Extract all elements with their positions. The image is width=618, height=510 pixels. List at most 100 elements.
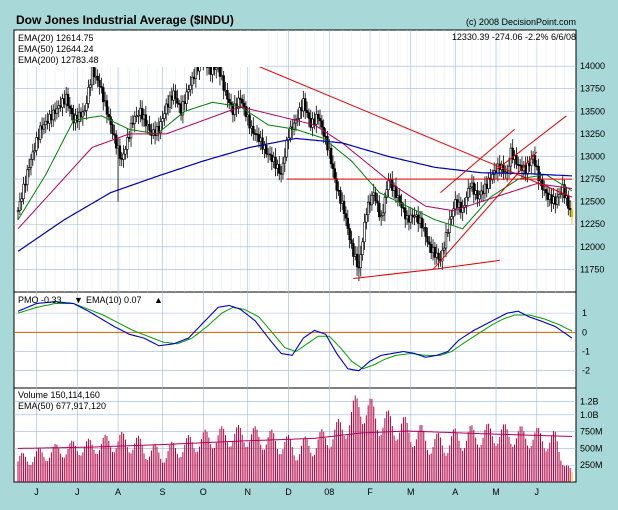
price-bar-body	[372, 192, 375, 196]
price-bar-body	[192, 76, 196, 80]
price-bar-body	[181, 101, 185, 116]
price-bar-body	[161, 118, 164, 122]
legend-ema50: EMA(50) 12644.24	[18, 44, 94, 54]
price-bar-body	[244, 106, 248, 118]
price-bar-body	[366, 201, 370, 215]
price-bar-body	[307, 112, 311, 119]
price-bar-body	[146, 124, 149, 127]
pmo-tick-label: 1	[582, 308, 587, 318]
volume-ema-line	[18, 430, 573, 449]
price-bar-body	[255, 133, 259, 136]
price-bar-body	[183, 101, 186, 104]
price-bar-body	[127, 137, 131, 139]
price-bar-body	[187, 89, 190, 93]
price-bar-body	[239, 97, 242, 100]
price-tick-label: 11750	[580, 264, 604, 274]
price-bar-body	[526, 162, 529, 175]
price-bar-body	[355, 253, 359, 268]
price-bar-body	[346, 217, 350, 229]
price-bar-body	[424, 227, 427, 237]
price-bar-body	[344, 213, 348, 219]
price-bar-body	[518, 164, 522, 167]
price-bar-body	[433, 246, 437, 258]
price-bar-body	[74, 114, 77, 124]
price-tick-label: 13250	[580, 129, 605, 139]
price-bar-body	[491, 174, 494, 181]
price-bar-body	[224, 90, 227, 92]
price-bar-body	[435, 252, 438, 258]
price-bar-body	[246, 114, 249, 118]
price-bar-body	[422, 227, 425, 229]
price-bar-body	[89, 84, 92, 88]
price-bar-body	[381, 212, 385, 217]
price-bar-body	[402, 207, 405, 209]
price-bar-body	[441, 249, 444, 262]
price-bar-body	[79, 111, 83, 118]
price-bar-body	[57, 105, 60, 109]
price-bar-body	[266, 153, 270, 156]
price-bar-body	[305, 110, 309, 113]
price-bar-body	[165, 103, 168, 115]
price-bar-body	[142, 114, 146, 120]
price-bar-body	[459, 201, 463, 213]
price-bar-body	[40, 125, 44, 130]
price-bar-body	[468, 186, 472, 189]
price-bar-body	[90, 66, 94, 86]
price-bar-body	[552, 196, 555, 204]
trendline	[432, 259, 500, 270]
price-bar-body	[565, 195, 568, 199]
price-bar-body	[389, 179, 392, 182]
price-bar-body	[570, 209, 574, 217]
price-bar-body	[429, 244, 433, 253]
price-bar-body	[418, 217, 422, 224]
x-tick-label: N	[245, 487, 252, 497]
price-bar-body	[392, 186, 396, 191]
price-bar-body	[53, 109, 57, 114]
price-bar-body	[300, 107, 303, 112]
price-bar-body	[567, 195, 570, 209]
price-bar-body	[420, 217, 424, 229]
price-bar-body	[116, 145, 120, 149]
x-tick-label: A	[452, 487, 458, 497]
x-tick-label: S	[160, 487, 166, 497]
price-bar-body	[163, 113, 166, 119]
price-bar-body	[396, 195, 400, 198]
price-bar-body	[311, 118, 314, 128]
price-bar-body	[263, 144, 266, 150]
price-tick-label: 14000	[580, 61, 605, 71]
price-tick-label: 13500	[580, 106, 605, 116]
price-bar-body	[568, 208, 572, 211]
price-bar-body	[329, 147, 333, 165]
x-tick-label: J	[34, 487, 39, 497]
copyright-label: (c) 2008 DecisionPoint.com	[466, 17, 576, 27]
price-bar-body	[113, 133, 116, 136]
price-bar-body	[29, 158, 33, 168]
ema50-line	[17, 106, 573, 230]
ema-lines	[17, 101, 573, 252]
price-bar-body	[265, 144, 268, 155]
price-bar-body	[530, 158, 533, 166]
price-tick-label: 13000	[580, 151, 605, 161]
price-bar-body	[474, 190, 477, 195]
price-bar-body	[385, 189, 388, 198]
price-bar-body	[555, 196, 559, 205]
price-bar-body	[289, 126, 292, 139]
price-bar-body	[240, 99, 244, 104]
price-bar-body	[455, 199, 459, 208]
price-bar-body	[426, 236, 429, 243]
price-bar-body	[354, 253, 357, 257]
price-bar-body	[131, 122, 135, 125]
price-bar-body	[168, 95, 172, 108]
price-bar-body	[368, 201, 372, 206]
volume-tick-label: 1.0B	[580, 410, 599, 420]
price-bar-body	[174, 90, 177, 99]
price-bar-body	[376, 200, 379, 204]
price-bar-body	[63, 98, 66, 105]
price-bar-body	[103, 100, 107, 103]
price-bar-body	[394, 186, 398, 198]
price-bar-body	[272, 156, 275, 162]
price-bar-body	[148, 124, 151, 131]
x-tick-label: M	[492, 487, 500, 497]
price-bar-body	[361, 241, 364, 255]
price-bar-body	[379, 215, 383, 218]
